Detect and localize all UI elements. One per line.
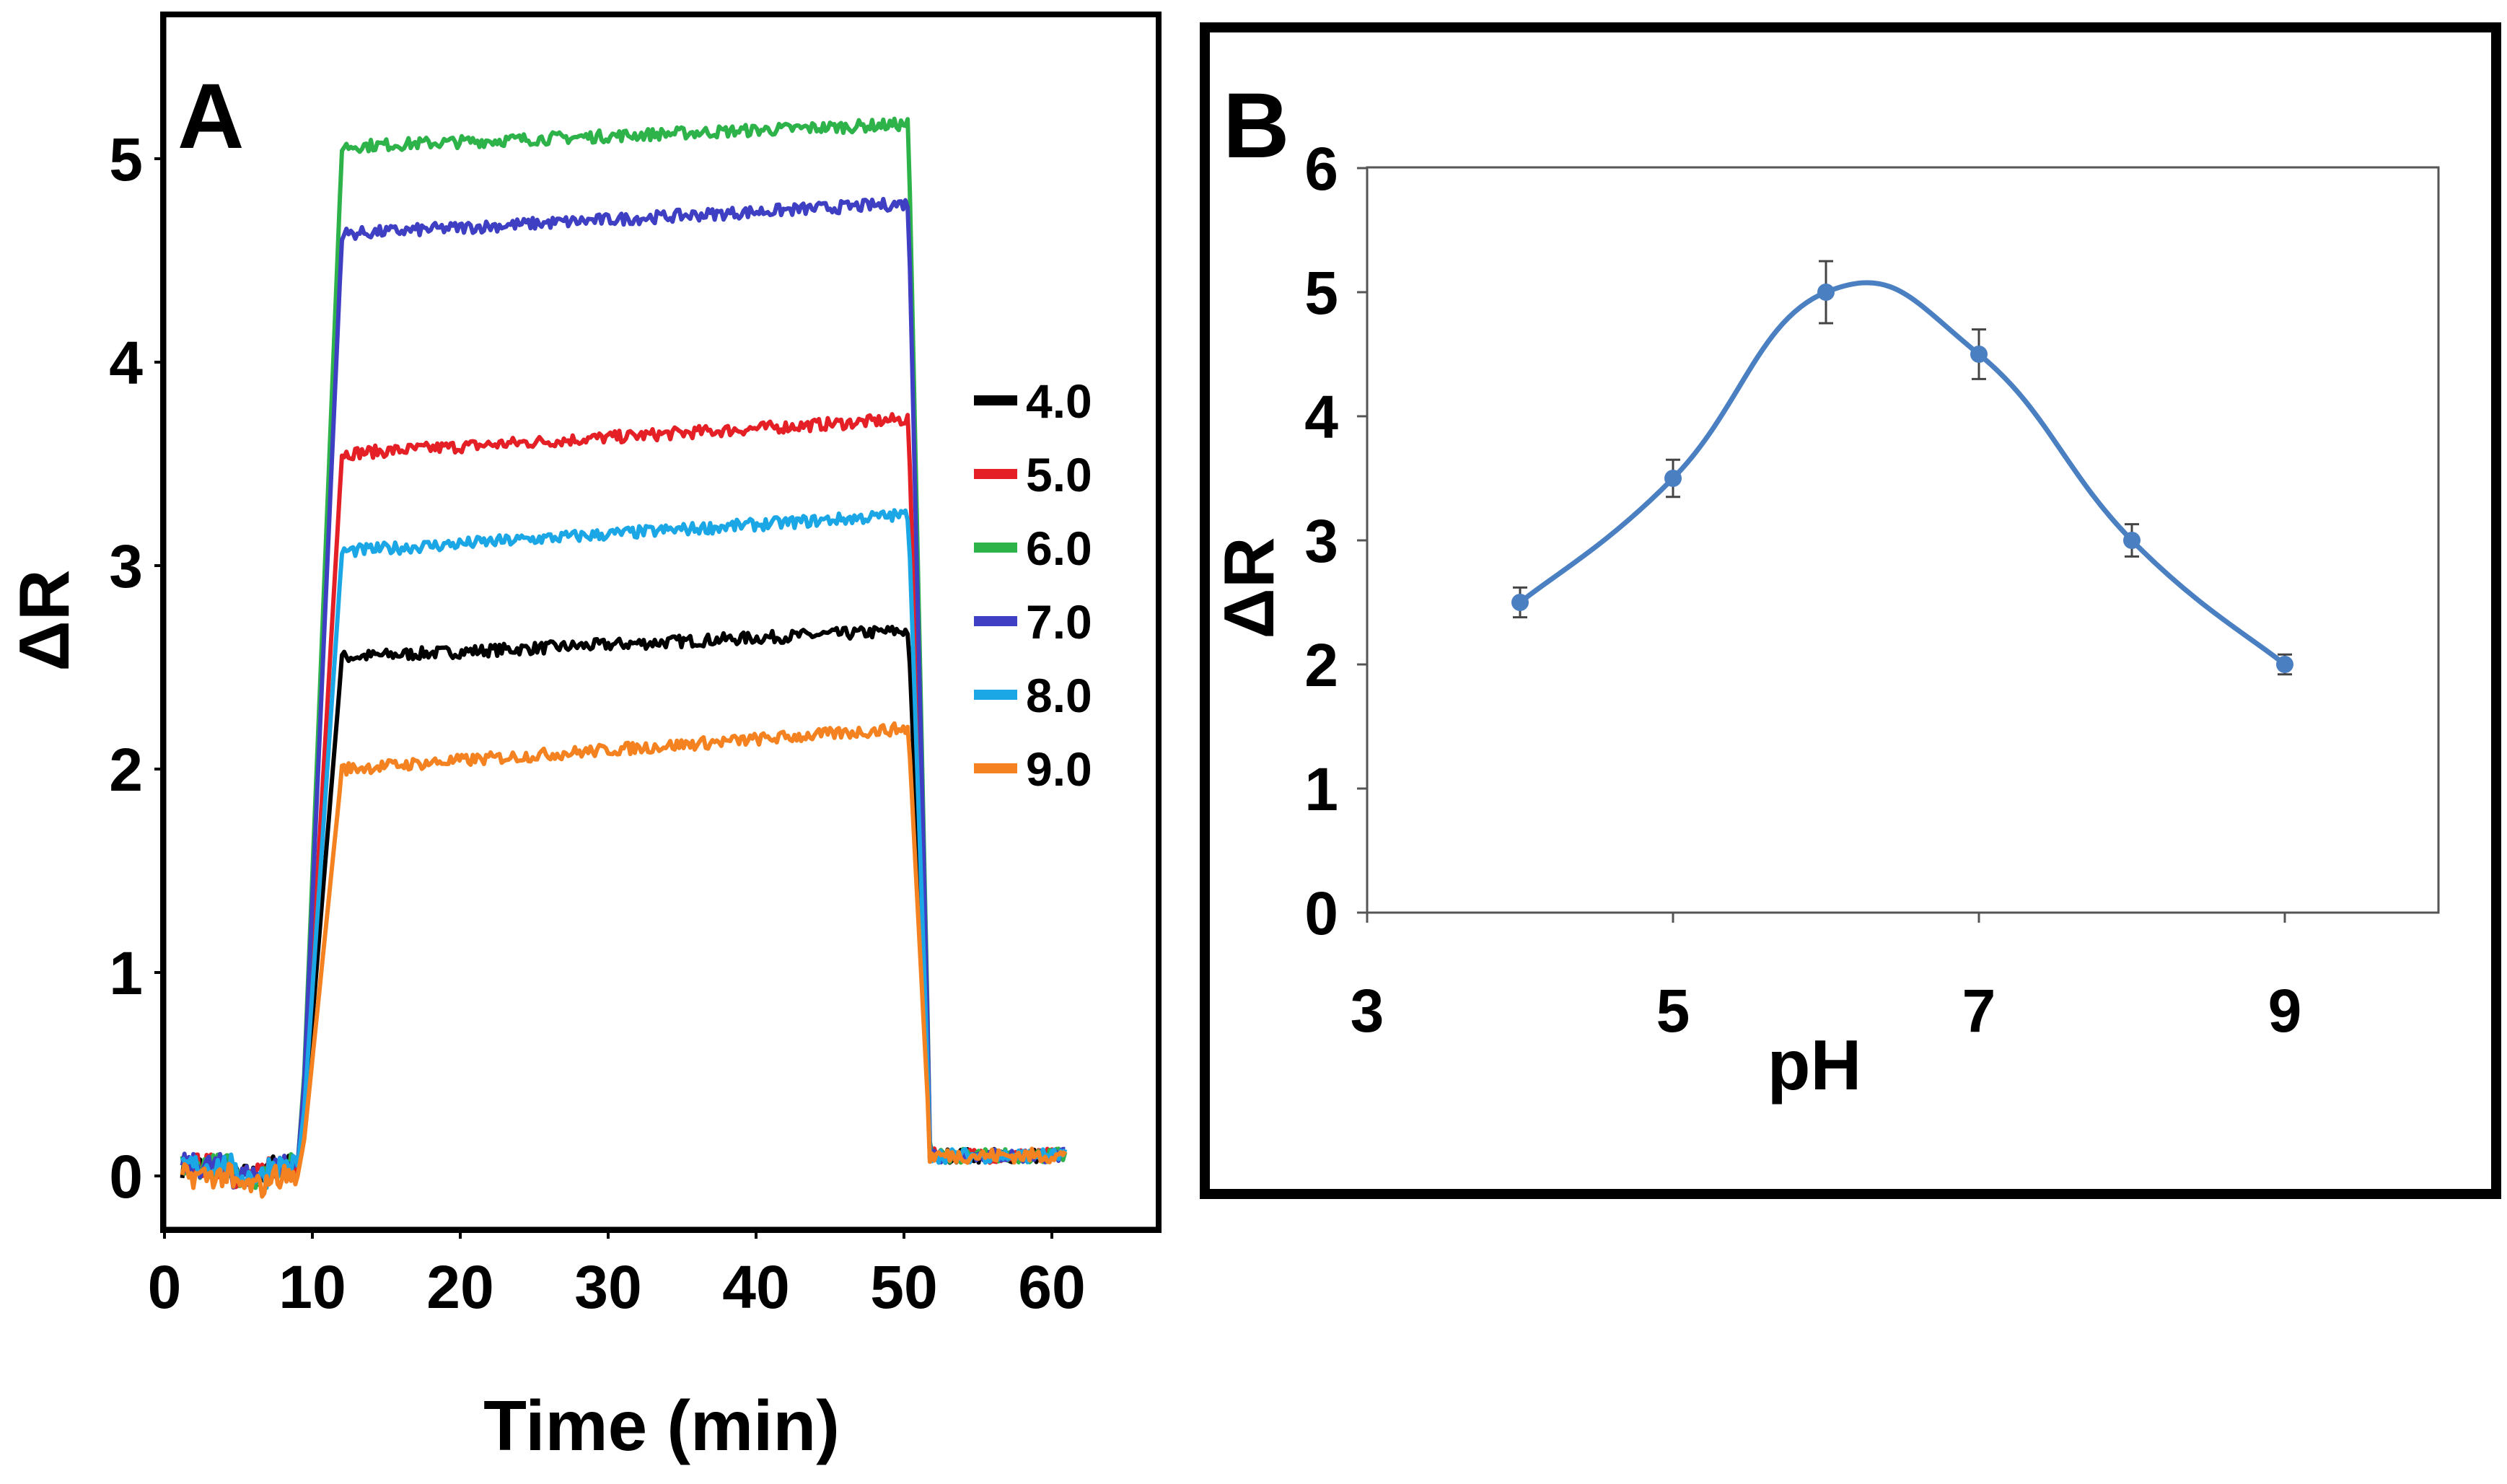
series-line-ph-4.0 <box>180 625 1066 1187</box>
legend-label: 9.0 <box>1026 742 1092 796</box>
panel-b-x-ticks: 3 5 7 9 <box>1351 913 2302 1045</box>
panel-b-plot-area <box>1366 166 2440 914</box>
panel-a-x-ticks: 0 10 20 30 40 50 60 <box>148 1229 1086 1321</box>
y-tick-label: 3 <box>109 532 143 600</box>
panel-b-y-ticks: 0 1 2 3 4 5 6 <box>1304 135 1367 947</box>
legend-label: 8.0 <box>1026 669 1092 722</box>
x-tick-label: 30 <box>574 1253 641 1321</box>
x-tick-label: 50 <box>870 1253 937 1321</box>
legend-label: 6.0 <box>1026 522 1092 575</box>
panel-a-y-ticks: 0 1 2 3 4 5 <box>109 126 164 1211</box>
panel-a-series <box>180 116 1068 1199</box>
data-point <box>2123 532 2141 549</box>
panel-a-legend: 4.0 5.0 6.0 7.0 8.0 9.0 <box>974 374 1092 796</box>
series-curve <box>1518 280 2287 667</box>
panel-b-y-label: ΔR <box>1209 537 1288 638</box>
panel-a-x-label: Time (min) <box>483 1386 840 1465</box>
y-tick-label: 5 <box>109 126 143 193</box>
x-tick-label: 60 <box>1018 1253 1085 1321</box>
y-tick-label: 3 <box>1304 507 1338 575</box>
legend-label: 7.0 <box>1026 595 1092 649</box>
panel-a: A 0 10 20 30 40 50 60 0 1 2 3 4 5 4.0 5.0 6.0 7.0 8.0 9.… <box>4 12 1162 1465</box>
data-point <box>1664 470 1682 487</box>
x-tick-label: 9 <box>2268 977 2302 1045</box>
data-point <box>1511 594 1529 611</box>
legend-label: 4.0 <box>1026 374 1092 428</box>
x-tick-label: 5 <box>1656 977 1690 1045</box>
y-tick-label: 0 <box>1304 879 1338 947</box>
legend-label: 5.0 <box>1026 448 1092 501</box>
panel-b-x-label: pH <box>1768 1025 1862 1105</box>
panel-a-y-label: ΔR <box>4 569 84 671</box>
series-line-ph-9.0 <box>180 721 1067 1199</box>
x-tick-label: 40 <box>722 1253 789 1321</box>
x-tick-label: 7 <box>1962 977 1996 1045</box>
y-tick-label: 0 <box>109 1143 143 1211</box>
y-tick-label: 4 <box>1304 383 1338 451</box>
y-tick-label: 2 <box>109 736 143 804</box>
data-point <box>1970 346 1988 363</box>
panel-a-label: A <box>177 65 244 168</box>
y-tick-label: 1 <box>1304 755 1338 823</box>
y-tick-label: 6 <box>1304 135 1338 203</box>
panel-b-label: B <box>1223 74 1289 177</box>
data-point <box>2276 656 2293 673</box>
x-tick-label: 3 <box>1351 977 1384 1045</box>
y-tick-label: 5 <box>1304 259 1338 327</box>
y-tick-label: 1 <box>109 939 143 1007</box>
x-tick-label: 20 <box>426 1253 493 1321</box>
y-tick-label: 4 <box>109 329 143 397</box>
panel-b-series <box>1511 260 2293 676</box>
panel-b-frame <box>1200 22 2501 1199</box>
panel-b: B 3 5 7 9 0 1 2 3 4 5 6 pH ΔR <box>1200 22 2501 1199</box>
data-point <box>1817 284 1835 301</box>
series-line-ph-8.0 <box>180 508 1068 1190</box>
x-tick-label: 10 <box>278 1253 346 1321</box>
series-line-ph-7.0 <box>180 196 1066 1190</box>
x-tick-label: 0 <box>148 1253 182 1321</box>
y-tick-label: 2 <box>1304 631 1338 699</box>
